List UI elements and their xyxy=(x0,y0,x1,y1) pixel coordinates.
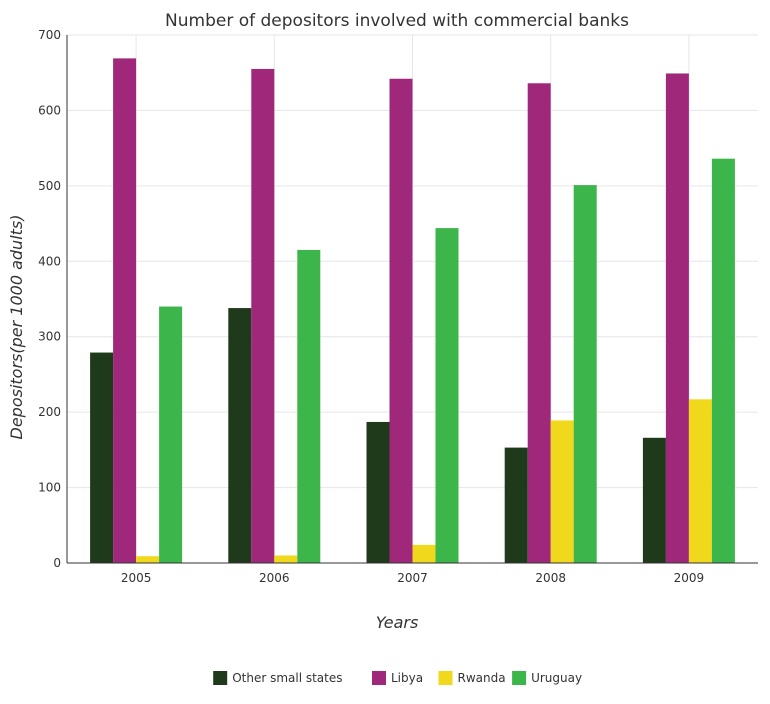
bar-rwanda-2005 xyxy=(136,556,160,563)
bar-libya-2005 xyxy=(113,58,137,563)
y-tick-label: 200 xyxy=(38,405,61,419)
bar-libya-2009 xyxy=(665,73,689,564)
bar-uruguay-2006 xyxy=(297,249,321,563)
x-tick-label: 2007 xyxy=(397,571,428,585)
legend-label: Other small states xyxy=(232,671,342,685)
bar-rwanda-2008 xyxy=(550,420,574,563)
x-tick-label: 2005 xyxy=(121,571,152,585)
bar-other-small-states-2005 xyxy=(90,352,114,563)
y-tick-label: 300 xyxy=(38,330,61,344)
x-tick-label: 2008 xyxy=(535,571,566,585)
x-tick-label: 2009 xyxy=(674,571,705,585)
legend-label: Rwanda xyxy=(458,671,506,685)
legend-label: Libya xyxy=(391,671,423,685)
legend-swatch xyxy=(213,671,228,685)
y-axis-title: Depositors(per 1000 adults) xyxy=(7,215,26,440)
bar-libya-2007 xyxy=(389,78,413,564)
bar-rwanda-2006 xyxy=(274,555,298,563)
bar-uruguay-2009 xyxy=(711,158,735,563)
y-tick-label: 0 xyxy=(53,556,61,570)
legend-label: Uruguay xyxy=(531,671,582,685)
bar-libya-2006 xyxy=(251,68,275,563)
bar-other-small-states-2008 xyxy=(504,447,528,563)
bar-rwanda-2007 xyxy=(412,544,436,563)
legend-swatch xyxy=(512,671,527,685)
y-tick-label: 600 xyxy=(38,103,61,117)
bars xyxy=(90,58,735,564)
chart-title: Number of depositors involved with comme… xyxy=(165,11,629,31)
legend-swatch xyxy=(438,671,453,685)
bar-other-small-states-2006 xyxy=(228,308,252,563)
bar-rwanda-2009 xyxy=(688,399,712,563)
x-axis-title: Years xyxy=(376,613,419,632)
y-tick-label: 500 xyxy=(38,179,61,193)
y-tick-label: 100 xyxy=(38,481,61,495)
y-tick-label: 700 xyxy=(38,28,61,42)
bar-libya-2008 xyxy=(527,83,551,563)
axes: 0 100 200 300 400 500 600 700 2005 2006 2007 2008 20… xyxy=(38,28,758,585)
legend-swatch xyxy=(372,671,386,685)
legend: Other small states Libya Rwanda Uruguay xyxy=(213,671,582,685)
bar-uruguay-2007 xyxy=(435,228,459,563)
bar-uruguay-2005 xyxy=(159,306,183,563)
bar-other-small-states-2009 xyxy=(642,437,666,563)
bar-other-small-states-2007 xyxy=(366,421,390,563)
bar-uruguay-2008 xyxy=(573,185,597,564)
y-tick-label: 400 xyxy=(38,254,61,268)
x-tick-label: 2006 xyxy=(259,571,290,585)
